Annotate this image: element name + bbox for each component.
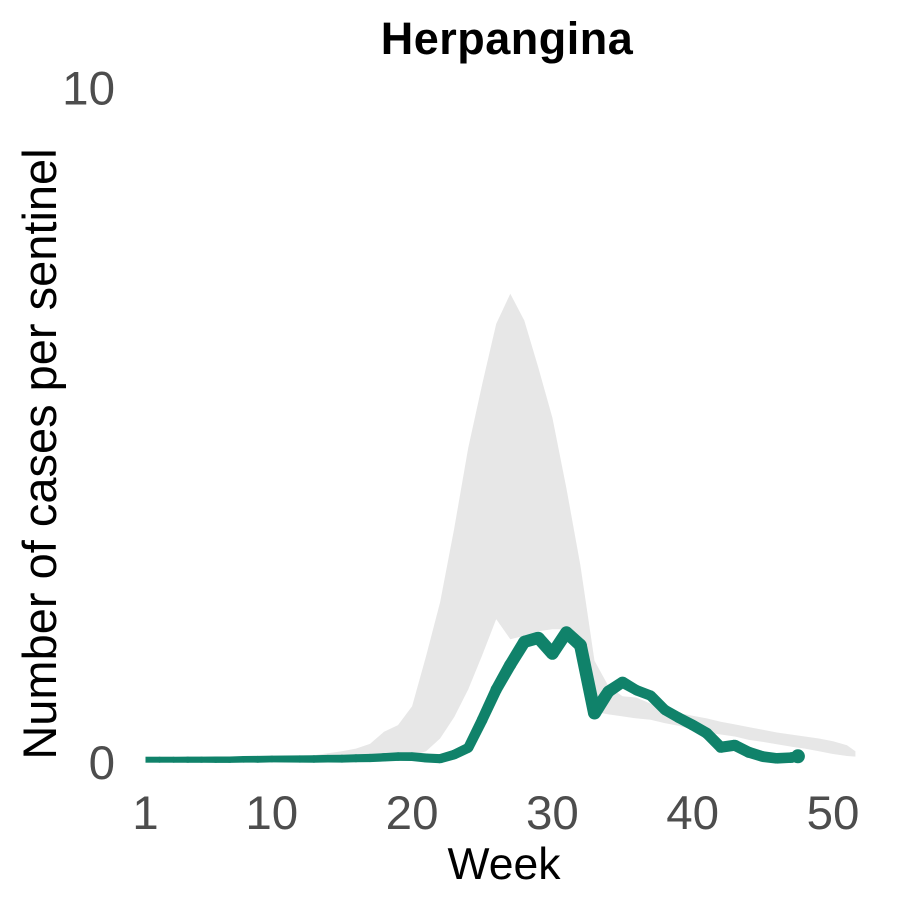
svg-text:Herpangina: Herpangina bbox=[381, 13, 634, 64]
svg-text:50: 50 bbox=[807, 787, 860, 840]
svg-text:0: 0 bbox=[89, 737, 115, 790]
svg-text:30: 30 bbox=[526, 787, 579, 840]
svg-text:20: 20 bbox=[386, 787, 439, 840]
svg-text:40: 40 bbox=[666, 787, 719, 840]
svg-text:10: 10 bbox=[62, 63, 115, 116]
svg-text:Number of cases per sentinel: Number of cases per sentinel bbox=[13, 148, 66, 759]
svg-text:Week: Week bbox=[448, 840, 562, 889]
svg-text:1: 1 bbox=[132, 787, 158, 840]
svg-text:10: 10 bbox=[245, 787, 298, 840]
